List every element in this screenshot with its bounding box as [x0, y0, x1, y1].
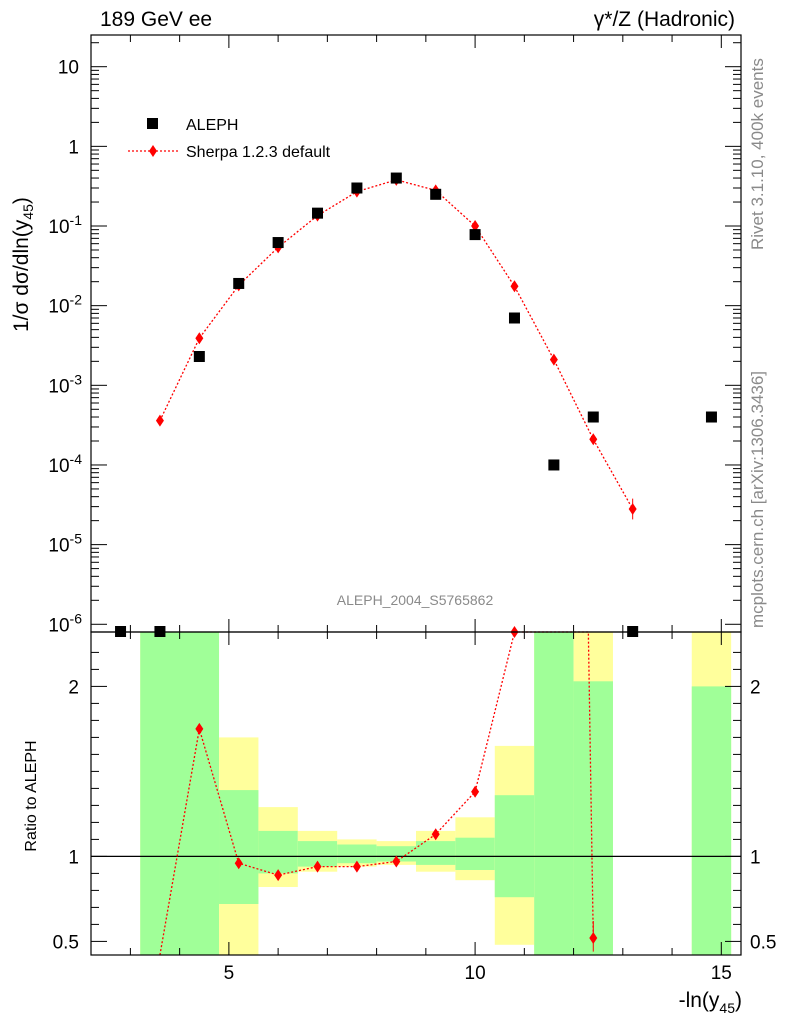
main-y-tick-label: 10-6 — [48, 610, 82, 636]
y-label-close: ) — [10, 197, 33, 204]
x-axis-label: -ln(y45) — [679, 989, 742, 1016]
x-label-subscript: 45 — [719, 1000, 735, 1016]
main-aleph-point — [390, 172, 402, 184]
ratio-band-inner-6 — [416, 841, 456, 865]
main-sherpa-point — [589, 433, 598, 446]
main-y-tick-label: 10-2 — [48, 292, 82, 318]
ratio-frame — [90, 631, 742, 956]
main-y-tick-label: 10 — [58, 58, 79, 79]
main-sherpa-point — [510, 280, 519, 293]
left-title: 189 GeV ee — [100, 8, 212, 31]
rivet-label: Rivet 3.1.10, 400k events — [748, 58, 767, 250]
x-label-close: ) — [735, 989, 742, 1012]
y-label-subscript: 45 — [20, 204, 36, 220]
main-aleph-point — [587, 411, 599, 423]
main-panel — [115, 172, 717, 637]
ratio-band-inner-5 — [376, 846, 416, 862]
ratio-sherpa-point — [352, 860, 361, 873]
main-aleph-point — [272, 237, 284, 249]
ratio-band-inner-9 — [534, 632, 574, 955]
main-y-tick-label: 10-5 — [48, 531, 82, 557]
ratio-band-inner-2 — [258, 830, 298, 874]
legend-aleph-label: ALEPH — [186, 117, 238, 134]
ratio-sherpa-point — [471, 785, 480, 798]
main-aleph-point — [430, 188, 442, 200]
main-aleph-point — [351, 182, 363, 194]
ratio-band-inner-7 — [455, 837, 495, 870]
main-y-tick-label: 10-4 — [48, 451, 82, 477]
main-y-tick-label: 10-3 — [48, 371, 82, 397]
x-tick-label: 5 — [224, 963, 235, 984]
ratio-sherpa-point — [431, 828, 440, 841]
ratio-sherpa-point — [274, 869, 283, 882]
main-sherpa-line — [159, 179, 634, 510]
ratio-band-inner-1 — [219, 790, 259, 904]
main-y-tick-label: 1 — [68, 137, 79, 158]
ratio-sherpa-point — [313, 860, 322, 873]
main-y-axis-label: 1/σ dσ/dln(y45) — [10, 197, 36, 332]
ratio-sherpa-point — [195, 722, 204, 735]
ratio-y-tick-label-right: 2 — [750, 677, 761, 698]
ratio-sherpa-point — [234, 857, 243, 870]
ratio-y-tick-label-left: 0.5 — [53, 932, 79, 953]
legend-sherpa-marker — [149, 145, 157, 157]
main-sherpa-point — [471, 220, 480, 233]
right-title: γ*/Z (Hadronic) — [594, 8, 735, 31]
x-label-text: -ln(y — [679, 989, 720, 1012]
ratio-band-inner-11 — [691, 686, 732, 955]
main-aleph-point — [508, 312, 520, 324]
ratio-y-tick-label-left: 2 — [68, 677, 79, 698]
ratio-sherpa-point — [392, 855, 401, 868]
x-tick-label: 10 — [465, 963, 486, 984]
ratio-y-tick-label-right: 1 — [750, 847, 761, 868]
main-y-tick-label: 10-1 — [48, 212, 82, 238]
main-aleph-point — [312, 207, 324, 219]
ratio-y-tick-label-left: 1 — [68, 847, 79, 868]
x-tick-label: 15 — [711, 963, 732, 984]
main-aleph-point — [548, 459, 560, 471]
legend-aleph-marker — [147, 118, 158, 129]
ratio-band-inner-10 — [573, 681, 613, 955]
main-sherpa-point — [155, 414, 164, 427]
legend: ALEPH Sherpa 1.2.3 default — [128, 117, 331, 161]
y-label-text: 1/σ dσ/dln(y — [10, 219, 33, 332]
main-aleph-point — [233, 277, 245, 289]
main-aleph-point — [705, 411, 717, 423]
ratio-band-inner-8 — [494, 795, 535, 898]
legend-sherpa-label: Sherpa 1.2.3 default — [186, 144, 331, 161]
ratio-y-tick-label-right: 0.5 — [750, 932, 776, 953]
main-sherpa-point — [549, 353, 558, 366]
mcplots-label: mcplots.cern.ch [arXiv:1306.3436] — [748, 371, 767, 628]
ratio-band-inner-0 — [140, 632, 220, 955]
ratio-band-inner-4 — [337, 844, 377, 864]
main-aleph-point — [469, 229, 481, 241]
main-aleph-point — [193, 351, 205, 363]
ratio-panel — [91, 626, 741, 956]
analysis-label: ALEPH_2004_S5765862 — [337, 592, 494, 608]
axes: 5 10 15 10 1 10-1 10-2 10-3 10-4 10-5 10-6 0.5 0.5 1 1… — [48, 34, 776, 984]
ratio-y-axis-label: Ratio to ALEPH — [23, 740, 40, 851]
main-sherpa-point — [195, 332, 204, 345]
